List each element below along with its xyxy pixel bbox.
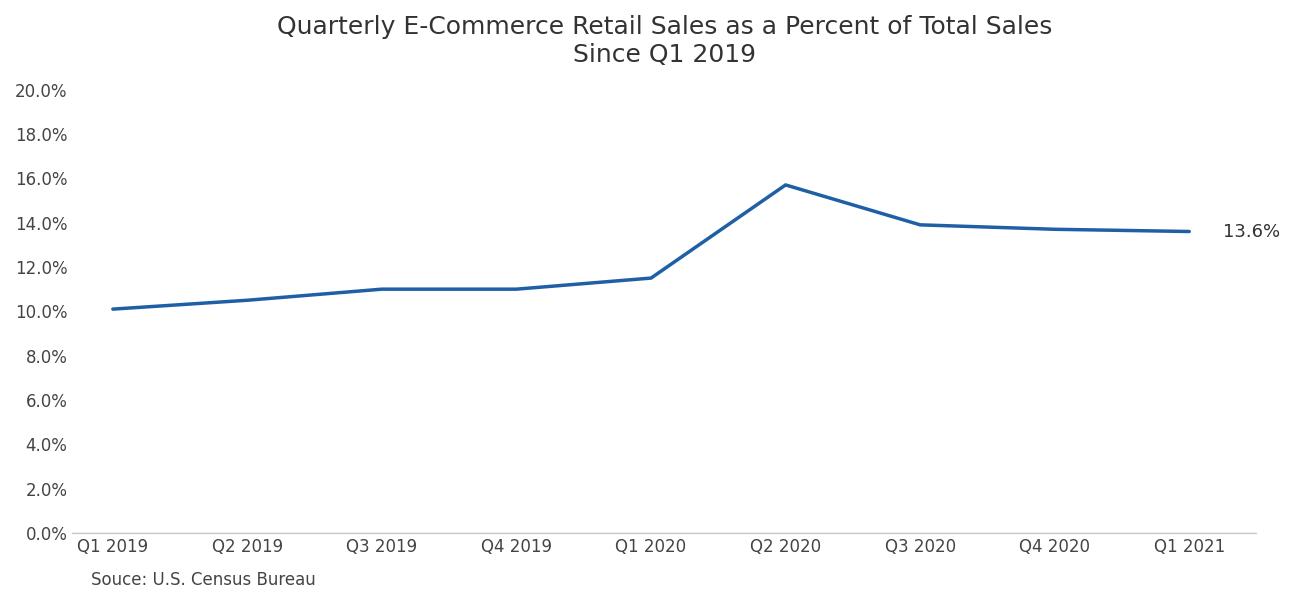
Title: Quarterly E-Commerce Retail Sales as a Percent of Total Sales
Since Q1 2019: Quarterly E-Commerce Retail Sales as a P… [277,15,1052,67]
Text: Souce: U.S. Census Bureau: Souce: U.S. Census Bureau [91,571,316,589]
Text: 13.6%: 13.6% [1223,222,1280,240]
